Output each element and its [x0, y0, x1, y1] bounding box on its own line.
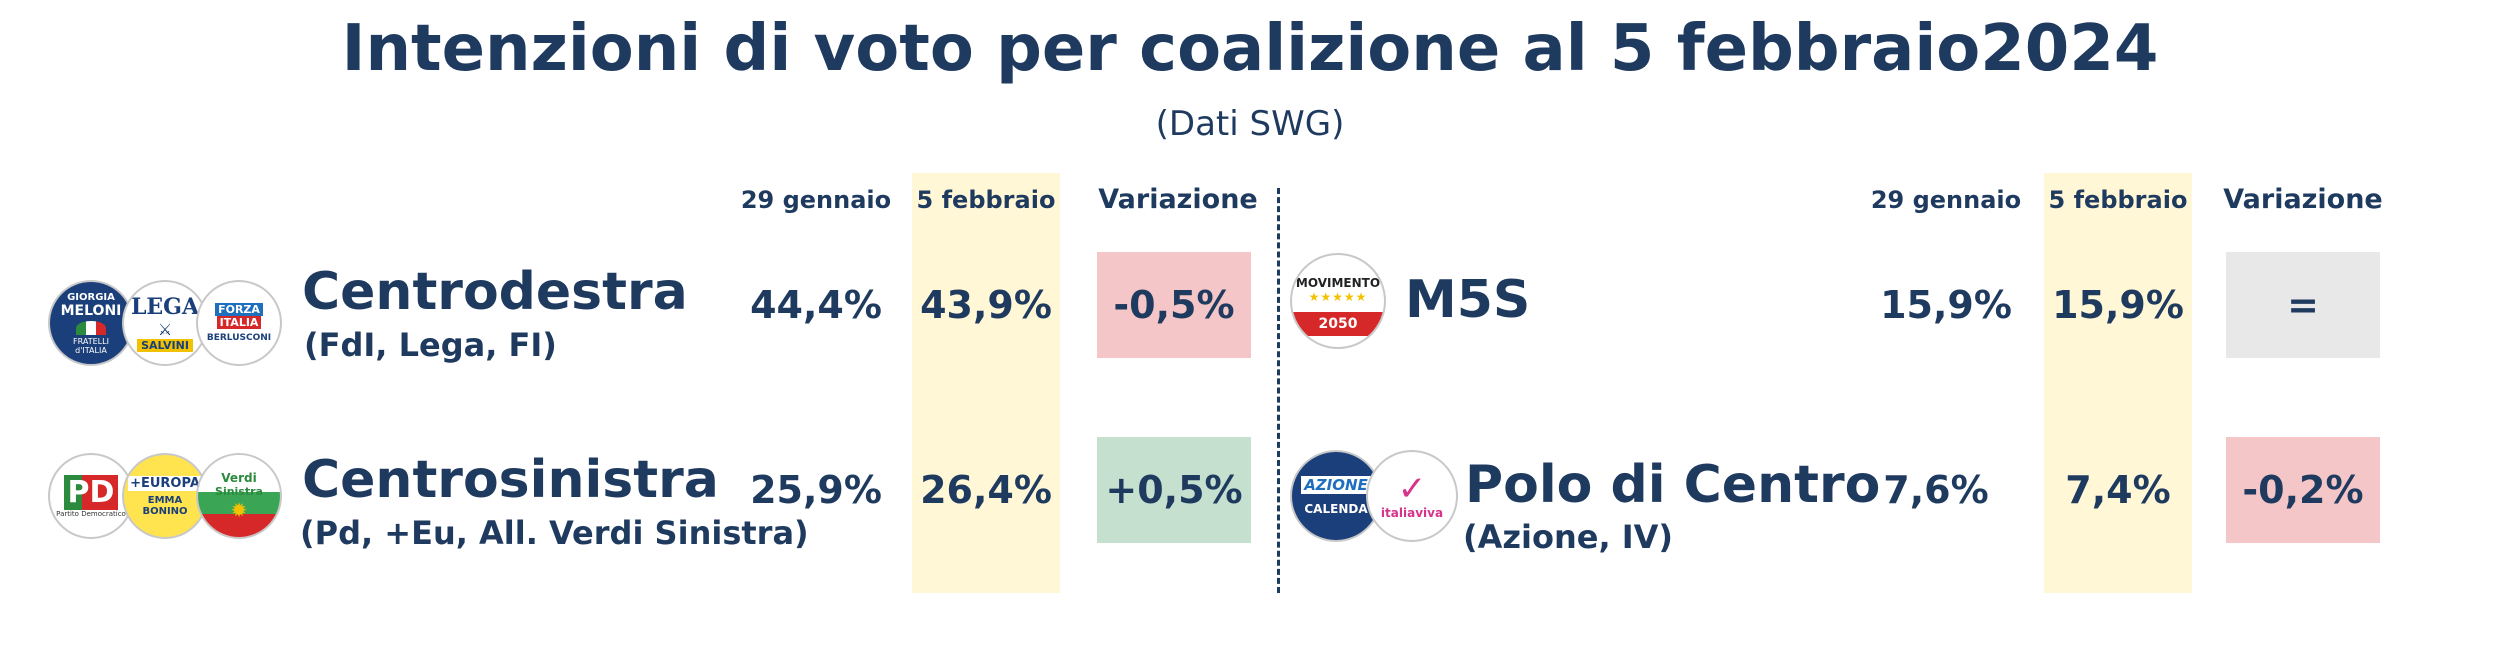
- change-badge: -0,5%: [1097, 252, 1251, 358]
- column-header-change: Variazione: [2223, 184, 2383, 215]
- m5s-logo: MOVIMENTO ★★★★★ 2050: [1292, 255, 1384, 347]
- page-title: Intenzioni di voto per coalizione al 5 f…: [341, 12, 2159, 86]
- coalition-name: Centrosinistra: [302, 450, 719, 510]
- column-header-curr: 5 febbraio: [916, 186, 1056, 214]
- warrior-icon: ⚔: [157, 320, 173, 339]
- change-value: -0,5%: [1113, 283, 1235, 327]
- column-header-prev: 29 gennaio: [1870, 186, 2022, 214]
- change-badge: +0,5%: [1097, 437, 1251, 543]
- sun-icon: ✹: [230, 497, 248, 522]
- column-divider: [1277, 188, 1280, 593]
- pd-logo: PD Partito Democratico: [50, 455, 132, 537]
- coalition-name: M5S: [1405, 270, 1531, 330]
- stars-icon: ★★★★★: [1308, 290, 1368, 304]
- coalition-detail: (Pd, +Eu, All. Verdi Sinistra): [300, 514, 809, 552]
- italia-viva-logo: ✓ italiaviva: [1368, 452, 1456, 540]
- value-prev: 25,9%: [750, 468, 882, 512]
- highlight-column-right: [2044, 173, 2192, 593]
- value-curr: 15,9%: [2052, 283, 2184, 327]
- fdi-logo: GIORGIA MELONI FRATELLI d'ITALIA: [50, 282, 132, 364]
- value-prev: 15,9%: [1880, 283, 2012, 327]
- coalition-logos-centrosinistra: PD Partito Democratico +EUROPA EMMA BONI…: [50, 455, 280, 539]
- check-icon: ✓: [1397, 469, 1427, 509]
- piu-europa-logo: +EUROPA EMMA BONINO: [124, 455, 206, 537]
- value-curr: 26,4%: [920, 468, 1052, 512]
- azione-logo: AZIONE CALENDA: [1292, 452, 1380, 540]
- change-badge: =: [2226, 252, 2380, 358]
- value-curr: 7,4%: [2065, 468, 2171, 512]
- change-badge: -0,2%: [2226, 437, 2380, 543]
- coalition-name: Polo di Centro: [1465, 455, 1881, 515]
- coalition-logos-centrodestra: GIORGIA MELONI FRATELLI d'ITALIA LEGA ⚔ …: [50, 282, 280, 366]
- change-value: -0,2%: [2242, 468, 2364, 512]
- value-prev: 7,6%: [1883, 468, 1989, 512]
- coalition-detail: (Azione, IV): [1463, 518, 1674, 556]
- value-curr: 43,9%: [920, 283, 1052, 327]
- change-value: =: [2287, 283, 2319, 327]
- lega-logo: LEGA ⚔ SALVINI: [124, 282, 206, 364]
- coalition-detail: (FdI, Lega, FI): [304, 326, 557, 364]
- coalition-name: Centrodestra: [302, 262, 688, 322]
- avs-logo: Verdi Sinistra ✹: [198, 455, 280, 537]
- column-header-change: Variazione: [1098, 184, 1258, 215]
- forza-italia-logo: FORZA ITALIA BERLUSCONI: [198, 282, 280, 364]
- column-header-prev: 29 gennaio: [740, 186, 892, 214]
- value-prev: 44,4%: [750, 283, 882, 327]
- flame-icon: [76, 320, 106, 335]
- page-subtitle: (Dati SWG): [1155, 104, 1345, 144]
- highlight-column-left: [912, 173, 1060, 593]
- coalition-logos-polo-di-centro: AZIONE CALENDA ✓ italiaviva: [1292, 452, 1460, 542]
- column-header-curr: 5 febbraio: [2048, 186, 2188, 214]
- change-value: +0,5%: [1105, 468, 1243, 512]
